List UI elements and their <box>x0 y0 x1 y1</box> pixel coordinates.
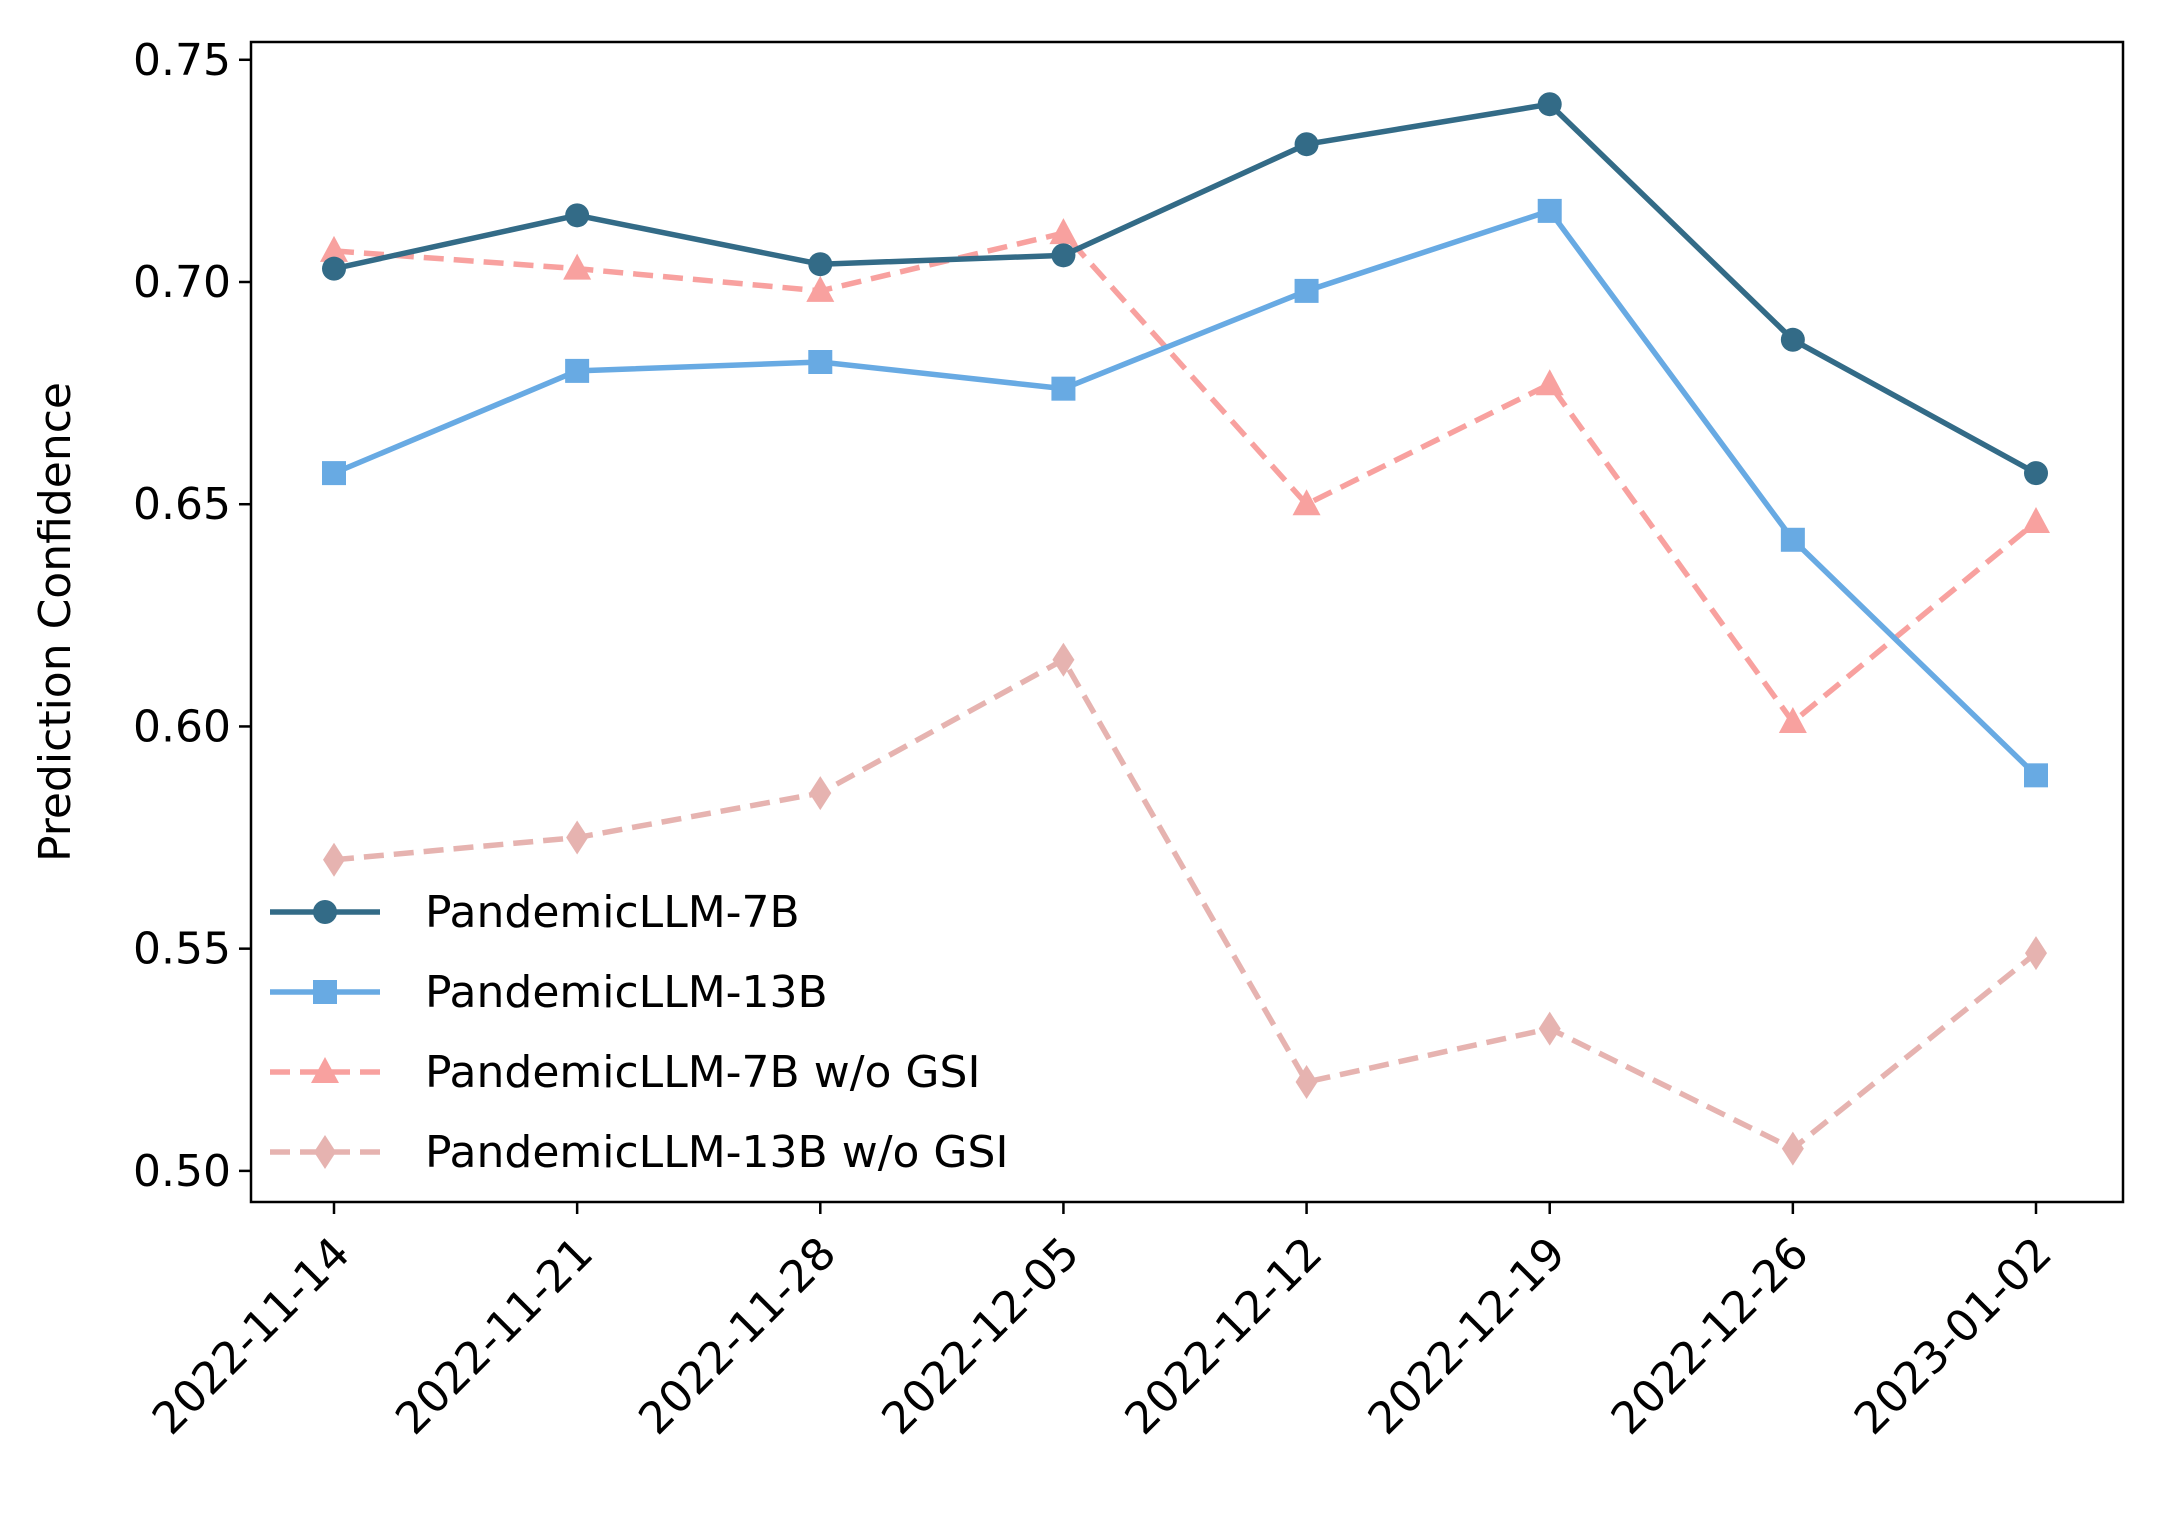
series-pandemicllm-13b <box>322 198 2048 788</box>
x-tick-label: 2023-01-02 <box>1845 1228 2062 1445</box>
data-point <box>2024 461 2048 486</box>
data-point <box>565 358 590 383</box>
data-point <box>1051 376 1076 401</box>
series-pandemicllm-7b-w-o-gsi <box>320 218 2050 733</box>
data-point <box>2022 507 2050 533</box>
plot-frame <box>249 40 2125 1204</box>
data-point <box>1295 1065 1318 1099</box>
data-point <box>322 256 346 281</box>
series-line <box>333 101 2038 476</box>
x-tick-label: 2022-12-12 <box>1115 1228 1332 1445</box>
data-point <box>1537 92 1562 117</box>
data-point <box>1780 327 1805 352</box>
data-point <box>1538 1011 1561 1046</box>
data-point <box>809 776 832 811</box>
legend-item: PandemicLLM-13B w/o GSI <box>270 1127 1008 1178</box>
data-point <box>322 461 346 486</box>
x-tick-label: 2022-12-05 <box>872 1228 1089 1445</box>
x-tick-label: 2022-12-19 <box>1359 1228 1576 1445</box>
y-tick-label: 0.55 <box>133 924 231 975</box>
data-point <box>808 252 833 277</box>
legend-label: PandemicLLM-13B w/o GSI <box>425 1127 1008 1178</box>
data-point <box>1535 369 1564 396</box>
legend-item: PandemicLLM-7B w/o GSI <box>270 1047 980 1098</box>
y-tick-label: 0.65 <box>133 479 231 530</box>
data-point <box>565 203 590 228</box>
y-tick-label: 0.60 <box>133 701 231 752</box>
data-point <box>1780 527 1805 552</box>
data-point <box>1292 489 1321 516</box>
data-point <box>323 842 345 877</box>
legend-marker <box>313 980 337 1004</box>
series-layer <box>320 92 2050 1166</box>
data-point <box>806 275 835 302</box>
legend-marker <box>313 900 337 924</box>
data-point <box>1294 278 1319 303</box>
data-point <box>808 350 833 374</box>
y-tick-label: 0.75 <box>133 35 231 86</box>
series-pandemicllm-7b <box>322 92 2048 486</box>
data-point <box>1049 218 1078 245</box>
data-point <box>1052 642 1075 677</box>
x-tick-label: 2022-11-14 <box>143 1228 360 1445</box>
legend-marker <box>311 1057 339 1083</box>
series-line <box>332 208 2038 778</box>
data-point <box>1051 243 1076 268</box>
y-axis-label: Prediction Confidence <box>30 382 81 862</box>
series-pandemicllm-13b-w-o-gsi <box>323 642 2047 1166</box>
data-point <box>1781 1131 1804 1166</box>
data-point <box>2025 936 2047 971</box>
legend-label: PandemicLLM-7B <box>425 887 800 938</box>
x-tick-label: 2022-12-26 <box>1602 1228 1819 1445</box>
y-tick-label: 0.50 <box>133 1146 231 1197</box>
data-point <box>1294 132 1319 157</box>
series-line <box>333 657 2038 1152</box>
legend-item: PandemicLLM-7B <box>270 887 800 938</box>
legend-marker <box>314 1135 336 1169</box>
data-point <box>1778 707 1807 733</box>
legend-item: PandemicLLM-13B <box>270 967 828 1018</box>
legend-label: PandemicLLM-13B <box>425 967 828 1018</box>
data-point <box>320 235 348 262</box>
legend: PandemicLLM-7B PandemicLLM-13B PandemicLLM… <box>270 887 1008 1178</box>
y-axis: 0.50 0.55 0.60 0.65 0.70 0.75 <box>133 35 251 1197</box>
data-point <box>566 820 589 855</box>
y-tick-label: 0.70 <box>133 257 231 308</box>
x-tick-label: 2022-11-28 <box>629 1228 846 1445</box>
legend-label: PandemicLLM-7B w/o GSI <box>425 1047 980 1098</box>
x-axis: 2022-11-14 2022-11-21 2022-11-28 2022-12-05… <box>143 1202 2062 1445</box>
x-tick-label: 2022-11-21 <box>386 1228 603 1445</box>
data-point <box>2024 763 2048 788</box>
data-point <box>1537 198 1562 223</box>
data-point <box>563 253 592 280</box>
series-line <box>333 230 2038 725</box>
